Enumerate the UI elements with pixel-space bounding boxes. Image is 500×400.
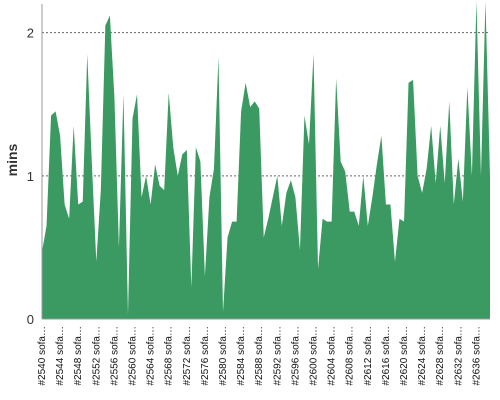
- area-layer: [42, 1, 490, 319]
- x-tick-label: #2636 sofa…: [471, 326, 482, 386]
- x-tick-label: #2580 sofa…: [218, 326, 229, 386]
- x-tick-label: #2592 sofa…: [272, 326, 283, 386]
- x-tick-label: #2552 sofa…: [91, 326, 102, 386]
- x-tick-label: #2616 sofa…: [381, 326, 392, 386]
- x-tick-label: #2560 sofa…: [128, 326, 139, 386]
- y-tick-label: 0: [27, 312, 34, 327]
- x-tick-label: #2548 sofa…: [73, 326, 84, 386]
- x-tick-label: #2588 sofa…: [254, 326, 265, 386]
- x-tick-label: #2540 sofa…: [37, 326, 48, 386]
- x-tick-label: #2608 sofa…: [345, 326, 356, 386]
- x-tick-label: #2544 sofa…: [55, 326, 66, 386]
- x-tick-label: #2576 sofa…: [200, 326, 211, 386]
- area-series: [42, 1, 490, 319]
- y-tick-label: 2: [27, 26, 34, 41]
- x-tick-label: #2620 sofa…: [399, 326, 410, 386]
- x-tick-label: #2564 sofa…: [146, 326, 157, 386]
- x-tick-label: #2632 sofa…: [453, 326, 464, 386]
- x-tick-label: #2600 sofa…: [309, 326, 320, 386]
- x-tick-labels: #2540 sofa… #2544 sofa… #2548 sofa… #2552 s…: [37, 326, 482, 386]
- x-tick-label: #2596 sofa…: [290, 326, 301, 386]
- y-tick-label: 1: [27, 169, 34, 184]
- x-tick-label: #2556 sofa…: [109, 326, 120, 386]
- axis-layer: [41, 4, 490, 320]
- x-tick-label: #2568 sofa…: [164, 326, 175, 386]
- x-tick-label: #2584 sofa…: [236, 326, 247, 386]
- y-axis-title: mins: [4, 143, 20, 176]
- x-tick-label: #2572 sofa…: [182, 326, 193, 386]
- x-tick-label: #2624 sofa…: [417, 326, 428, 386]
- y-tick-labels: 0 1 2: [27, 26, 34, 327]
- x-tick-label: #2612 sofa…: [363, 326, 374, 386]
- x-tick-label: #2604 sofa…: [327, 326, 338, 386]
- x-tick-label: #2628 sofa…: [435, 326, 446, 386]
